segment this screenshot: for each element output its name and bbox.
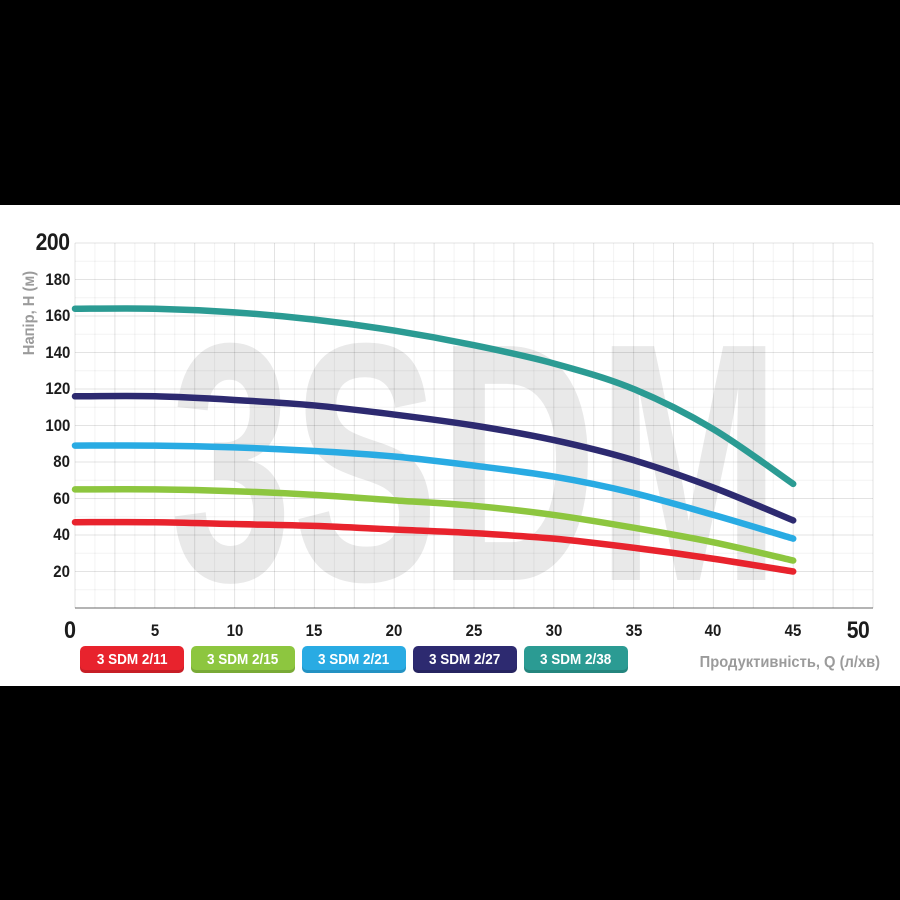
series-curves xyxy=(71,305,797,575)
x-tick-label: 50 xyxy=(846,617,870,644)
curve-3-sdm-2-15 xyxy=(71,485,797,564)
y-tick-label: 200 xyxy=(36,229,70,256)
x-tick-label: 5 xyxy=(150,621,159,640)
x-tick-label: 15 xyxy=(306,621,323,640)
grid xyxy=(74,242,874,609)
legend-badge-3-sdm-2-11: 3 SDM 2/11 xyxy=(80,646,184,673)
curve-3-sdm-2-38 xyxy=(71,305,797,488)
y-tick-label: 180 xyxy=(45,269,70,289)
x-tick-label: 40 xyxy=(705,621,722,640)
curve-3-sdm-2-11 xyxy=(71,518,797,575)
x-tick-label: 25 xyxy=(465,621,483,640)
legend-badge-label: 3 SDM 2/15 xyxy=(207,651,279,668)
y-tick-label: 140 xyxy=(45,342,70,362)
legend-badge-3-sdm-2-15: 3 SDM 2/15 xyxy=(191,646,295,673)
curve-3-sdm-2-27 xyxy=(71,392,797,524)
x-tick-label: 30 xyxy=(545,621,563,640)
legend: 3 SDM 2/11 3 SDM 2/15 3 SDM 2/21 3 SDM 2/27… xyxy=(80,646,628,673)
legend-badge-3-sdm-2-27: 3 SDM 2/27 xyxy=(413,646,517,673)
y-tick-label: 20 xyxy=(53,561,70,581)
x-tick-label: 45 xyxy=(784,621,802,640)
legend-badge-3-sdm-2-38: 3 SDM 2/38 xyxy=(524,646,628,673)
legend-badge-label: 3 SDM 2/21 xyxy=(318,651,390,668)
y-tick-label: 80 xyxy=(53,452,70,471)
origin-tick-label: 0 xyxy=(63,617,77,644)
x-tick-label: 20 xyxy=(385,621,403,640)
y-axis-title: Напір, H (м) xyxy=(21,270,38,356)
x-tick-label: 10 xyxy=(226,621,243,640)
legend-badge-label: 3 SDM 2/38 xyxy=(540,651,612,668)
legend-badge-3-sdm-2-21: 3 SDM 2/21 xyxy=(302,646,406,673)
y-tick-label: 60 xyxy=(53,488,70,508)
chart-panel: 3SDM Напір, H (м) Продуктивність, Q (л/х… xyxy=(0,205,900,686)
curve-3-sdm-2-21 xyxy=(71,442,797,542)
x-axis-title: Продуктивність, Q (л/хв) xyxy=(699,654,880,671)
legend-badge-label: 3 SDM 2/11 xyxy=(96,651,168,668)
y-tick-label: 120 xyxy=(45,379,70,398)
pump-curves-chart: 3SDM xyxy=(71,242,874,653)
y-tick-label: 100 xyxy=(45,415,70,435)
x-tick-label: 35 xyxy=(625,621,642,640)
y-tick-label: 160 xyxy=(45,306,70,325)
y-tick-label: 40 xyxy=(53,525,70,544)
legend-badge-label: 3 SDM 2/27 xyxy=(429,651,501,668)
